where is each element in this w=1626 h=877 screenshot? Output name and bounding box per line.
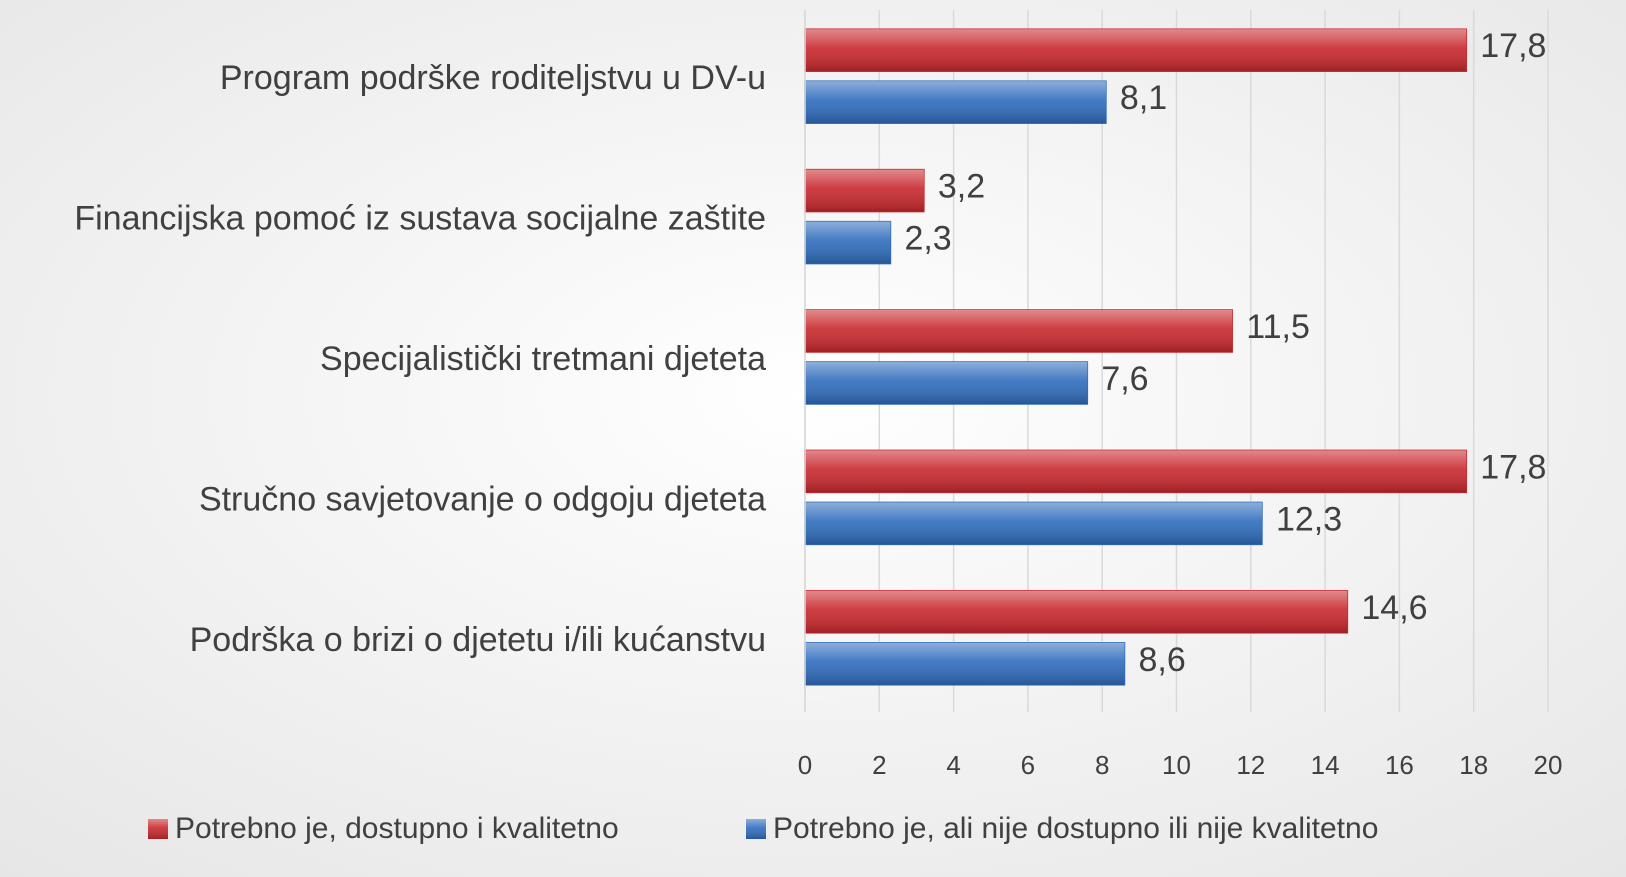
value-label: 8,1 — [1120, 79, 1167, 117]
bar-highlight — [805, 310, 1233, 352]
x-tick-label: 8 — [1095, 750, 1109, 780]
bar-highlight — [805, 642, 1125, 685]
x-tick-label: 0 — [798, 750, 812, 780]
value-label: 8,6 — [1138, 641, 1185, 679]
x-tick-label: 18 — [1459, 750, 1488, 780]
bar-highlight — [805, 221, 891, 264]
bar-highlight — [805, 81, 1106, 124]
value-label: 14,6 — [1361, 589, 1427, 627]
bar-highlight — [805, 362, 1088, 404]
value-label: 12,3 — [1276, 500, 1342, 538]
x-tick-label: 10 — [1162, 750, 1191, 780]
x-tick-label: 16 — [1385, 750, 1414, 780]
category-label: Program podrške roditeljstvu u DV-u — [220, 59, 766, 97]
category-label: Podrška o brizi o djetetu i/ili kućanstv… — [190, 621, 766, 659]
value-label: 17,8 — [1480, 27, 1546, 65]
category-label: Financijska pomoć iz sustava socijalne z… — [74, 200, 766, 238]
legend-swatch-highlight — [746, 819, 766, 839]
bar-highlight — [805, 590, 1348, 633]
value-label: 7,6 — [1101, 360, 1148, 398]
category-label: Stručno savjetovanje o odgoju djeteta — [199, 480, 766, 518]
x-tick-label: 6 — [1021, 750, 1035, 780]
category-label: Specijalistički tretmani djeteta — [320, 340, 766, 378]
value-label: 2,3 — [904, 220, 951, 258]
x-tick-label: 14 — [1311, 750, 1340, 780]
bar-highlight — [805, 502, 1262, 545]
x-tick-label: 4 — [946, 750, 960, 780]
value-label: 11,5 — [1246, 308, 1310, 346]
x-tick-label: 20 — [1534, 750, 1563, 780]
bar-highlight — [805, 169, 924, 212]
legend-label: Potrebno je, dostupno i kvalitetno — [175, 812, 619, 845]
x-tick-label: 2 — [872, 750, 886, 780]
bar-highlight — [805, 29, 1467, 72]
x-tick-label: 12 — [1236, 750, 1265, 780]
value-label: 17,8 — [1480, 448, 1546, 486]
legend-label: Potrebno je, ali nije dostupno ili nije … — [773, 812, 1378, 845]
legend-swatch-highlight — [148, 819, 168, 839]
bar-highlight — [805, 450, 1467, 493]
value-label: 3,2 — [938, 168, 985, 206]
